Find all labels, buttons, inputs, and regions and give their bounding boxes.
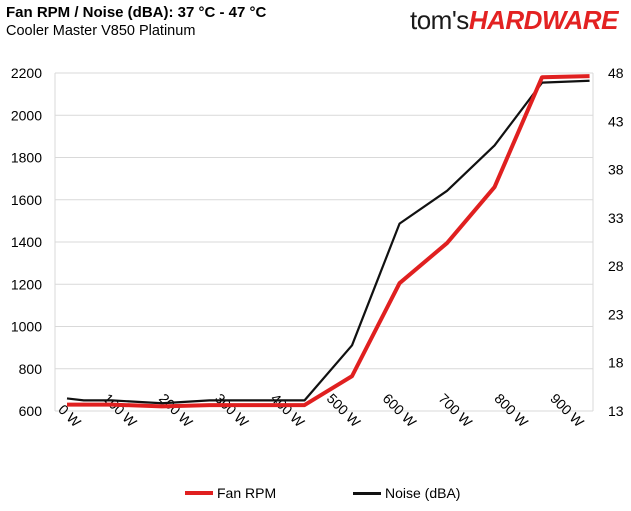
right-tick-label-1: 18 xyxy=(608,355,624,371)
left-tick-label-4: 1400 xyxy=(11,234,42,250)
chart-subtitle: Cooler Master V850 Platinum xyxy=(6,23,196,39)
left-tick-label-1: 800 xyxy=(19,361,43,377)
x-tick-label-4: 400 W xyxy=(268,390,308,430)
right-tick-label-0: 13 xyxy=(608,403,624,419)
x-tick-label-9: 900 W xyxy=(547,390,587,430)
x-tick-label-6: 600 W xyxy=(380,390,420,430)
legend-swatch-noise xyxy=(353,491,381,495)
x-tick-label-7: 700 W xyxy=(435,390,475,430)
left-tick-label-0: 600 xyxy=(19,403,43,419)
x-tick-label-5: 500 W xyxy=(324,390,364,430)
series-line-noise xyxy=(66,79,590,405)
logo-part-1: tom's xyxy=(410,5,469,35)
left-tick-label-8: 2200 xyxy=(11,65,42,81)
series-lines xyxy=(66,74,590,409)
grid-lines xyxy=(55,72,593,412)
legend-swatch-fan-rpm xyxy=(185,491,213,495)
toms-hardware-logo: tom'sHARDWARE xyxy=(410,5,618,36)
left-axis-ticks: 600 800 1000 1200 1400 1600 1800 2000 2200 xyxy=(11,65,42,419)
left-tick-label-6: 1800 xyxy=(11,150,42,166)
x-tick-label-3: 300 W xyxy=(212,390,252,430)
axes xyxy=(54,73,594,411)
x-tick-label-1: 100 W xyxy=(100,390,140,430)
right-tick-label-7: 48 xyxy=(608,65,624,81)
legend-label-fan-rpm: Fan RPM xyxy=(217,485,277,501)
legend-item-noise: Noise (dBA) xyxy=(353,485,460,501)
right-tick-label-5: 38 xyxy=(608,162,624,178)
left-tick-label-2: 1000 xyxy=(11,319,42,335)
x-tick-label-2: 200 W xyxy=(156,390,196,430)
legend-item-fan-rpm: Fan RPM xyxy=(185,485,276,501)
right-tick-label-6: 43 xyxy=(608,113,624,129)
legend: Fan RPM Noise (dBA) xyxy=(0,485,631,505)
series-line-fan-rpm xyxy=(67,74,590,409)
left-tick-label-5: 1600 xyxy=(11,192,42,208)
right-tick-label-2: 23 xyxy=(608,306,624,322)
legend-label-noise: Noise (dBA) xyxy=(385,485,461,501)
logo-part-2: HARDWARE xyxy=(468,5,619,35)
right-axis-ticks: 13 18 23 28 33 38 43 48 xyxy=(608,65,624,419)
right-tick-label-4: 33 xyxy=(608,210,624,226)
x-tick-label-8: 800 W xyxy=(491,390,531,430)
right-tick-label-3: 28 xyxy=(608,258,624,274)
left-tick-label-7: 2000 xyxy=(11,107,42,123)
chart-title: Fan RPM / Noise (dBA): 37 °C - 47 °C xyxy=(6,4,267,21)
left-tick-label-3: 1200 xyxy=(11,276,42,292)
